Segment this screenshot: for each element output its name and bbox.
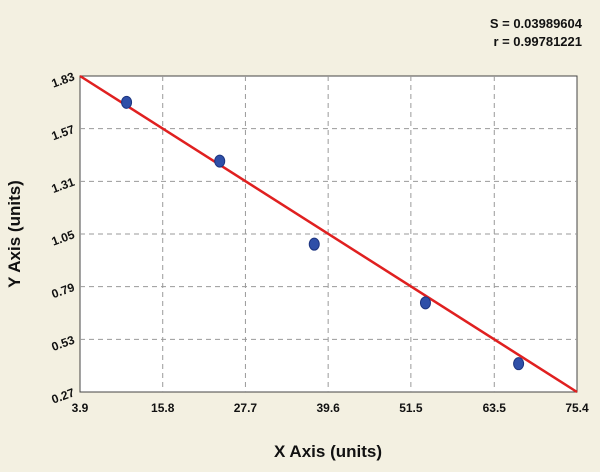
y-tick-label: 1.83 — [50, 69, 77, 90]
x-tick-label: 51.5 — [399, 401, 423, 415]
data-point — [419, 296, 431, 310]
x-tick-labels: 3.9 15.8 27.7 39.6 51.5 63.5 75.4 — [72, 401, 589, 415]
x-tick-label: 39.6 — [316, 401, 340, 415]
fit-line — [79, 74, 578, 394]
stat-r-label: r = 0.99781221 — [493, 34, 582, 49]
y-tick-label: 0.79 — [50, 280, 77, 301]
y-tick-label: 0.53 — [50, 333, 77, 354]
points-group — [121, 95, 525, 371]
stat-s-label: S = 0.03989604 — [489, 16, 582, 31]
y-tick-label: 1.05 — [50, 227, 77, 248]
data-point — [308, 237, 320, 251]
data-point — [214, 154, 226, 168]
x-tick-label: 3.9 — [72, 401, 89, 415]
data-point — [121, 95, 133, 109]
data-point — [513, 357, 525, 371]
y-tick-label: 1.31 — [50, 175, 77, 196]
x-tick-label: 63.5 — [483, 401, 507, 415]
y-tick-label: 1.57 — [50, 122, 77, 143]
x-axis-title: X Axis (units) — [274, 442, 382, 461]
x-tick-label: 27.7 — [234, 401, 258, 415]
x-tick-label: 75.4 — [565, 401, 589, 415]
y-tick-labels: 0.270.530.791.051.311.571.83 — [50, 69, 77, 406]
y-axis-title: Y Axis (units) — [5, 180, 24, 288]
x-tick-label: 15.8 — [151, 401, 175, 415]
fit-line-group — [79, 74, 578, 394]
